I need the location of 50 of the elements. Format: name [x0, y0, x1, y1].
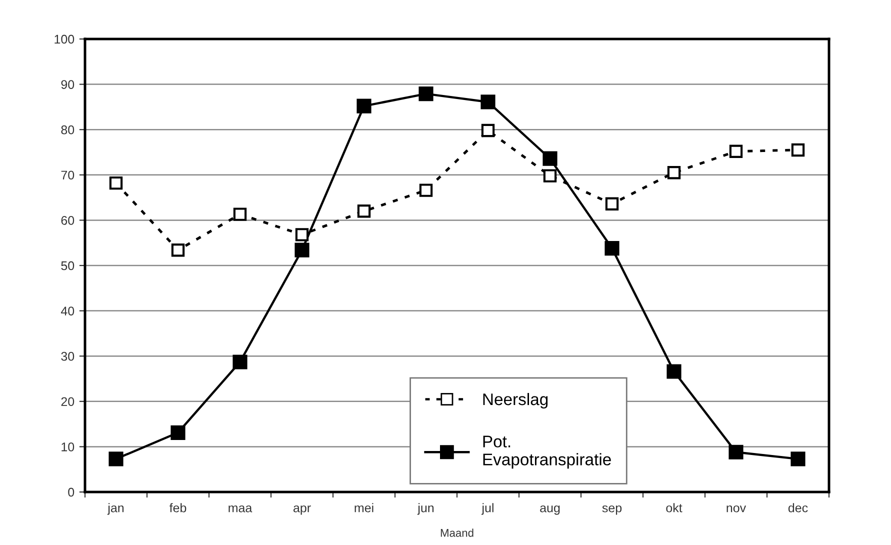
point	[171, 244, 185, 257]
x-tick-label: aug	[540, 505, 560, 515]
legend-label: Neerslag	[483, 392, 548, 409]
point	[729, 144, 743, 158]
point	[480, 94, 496, 110]
y-tick-label: 60	[61, 216, 74, 225]
point	[295, 228, 309, 242]
point	[543, 169, 557, 182]
y-tick-label: 90	[61, 80, 74, 89]
y-tick-label: 80	[61, 125, 74, 134]
x-tick-label: jun	[417, 503, 434, 515]
point	[356, 98, 372, 114]
x-tick-label: dec	[788, 503, 808, 512]
y-tick-label: 30	[61, 352, 74, 361]
point	[791, 143, 805, 157]
x-tick-label: mei	[354, 503, 374, 512]
x-tick-label: apr	[294, 505, 311, 515]
x-tick-label: okt	[666, 503, 682, 512]
point	[481, 124, 495, 138]
point	[109, 176, 123, 190]
x-tick-label: sep	[602, 505, 622, 515]
y-tick-label: 0	[68, 488, 74, 497]
y-tick-label: 70	[61, 170, 74, 180]
point	[790, 452, 806, 466]
point	[419, 184, 433, 197]
point	[604, 240, 620, 256]
point	[542, 151, 558, 166]
y-tick-label: 50	[61, 261, 74, 270]
y-tick-label: 40	[60, 306, 74, 316]
point	[667, 166, 681, 180]
legend-label: Pot. Evapotranspiratie	[483, 436, 611, 469]
point	[294, 242, 310, 258]
point	[108, 452, 124, 466]
y-tick-label: 20	[61, 397, 74, 406]
point	[357, 204, 371, 218]
y-tick-label: 100	[54, 34, 74, 44]
point	[666, 364, 682, 379]
point	[232, 354, 248, 370]
point	[605, 197, 619, 210]
x-axis-title: Maand	[440, 528, 474, 537]
x-tick-label: jul	[481, 503, 494, 515]
x-tick-label: feb	[169, 503, 186, 512]
y-tick-label: 10	[62, 442, 74, 452]
point	[728, 444, 744, 460]
point	[418, 86, 434, 102]
x-tick-label: jan	[107, 503, 124, 515]
point	[233, 208, 247, 221]
x-tick-label: maa	[228, 505, 252, 512]
point	[170, 425, 186, 440]
x-tick-label: nov	[726, 505, 746, 512]
